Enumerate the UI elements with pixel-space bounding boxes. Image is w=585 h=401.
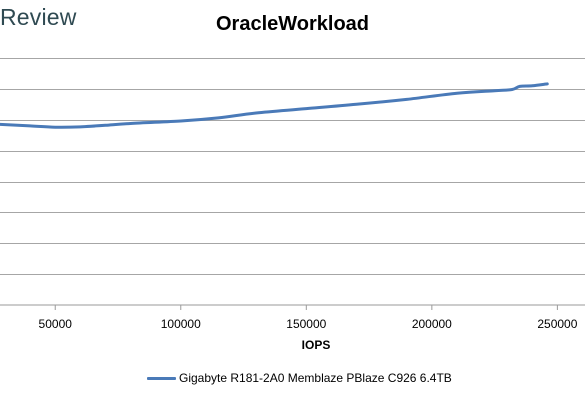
x-tick-label: 150000 bbox=[286, 317, 326, 331]
x-axis-label: IOPS bbox=[302, 338, 331, 352]
review-logo: Review bbox=[0, 4, 77, 30]
series-line bbox=[0, 82, 549, 129]
x-tick-label: 50000 bbox=[39, 317, 73, 331]
x-tick-label: 100000 bbox=[161, 317, 201, 331]
gridlines bbox=[0, 58, 585, 306]
legend-swatch bbox=[147, 376, 176, 380]
x-tick-label: 200000 bbox=[412, 317, 452, 331]
chart-title: OracleWorkload bbox=[215, 13, 370, 35]
legend: Gigabyte R181-2A0 Memblaze PBlaze C926 6… bbox=[147, 371, 452, 385]
legend-label: Gigabyte R181-2A0 Memblaze PBlaze C926 6… bbox=[179, 371, 452, 385]
x-tick-label: 250000 bbox=[537, 317, 577, 331]
series-lines bbox=[0, 82, 549, 129]
x-axis-ticks: 50000 100000 150000 200000 250000 bbox=[39, 305, 578, 331]
